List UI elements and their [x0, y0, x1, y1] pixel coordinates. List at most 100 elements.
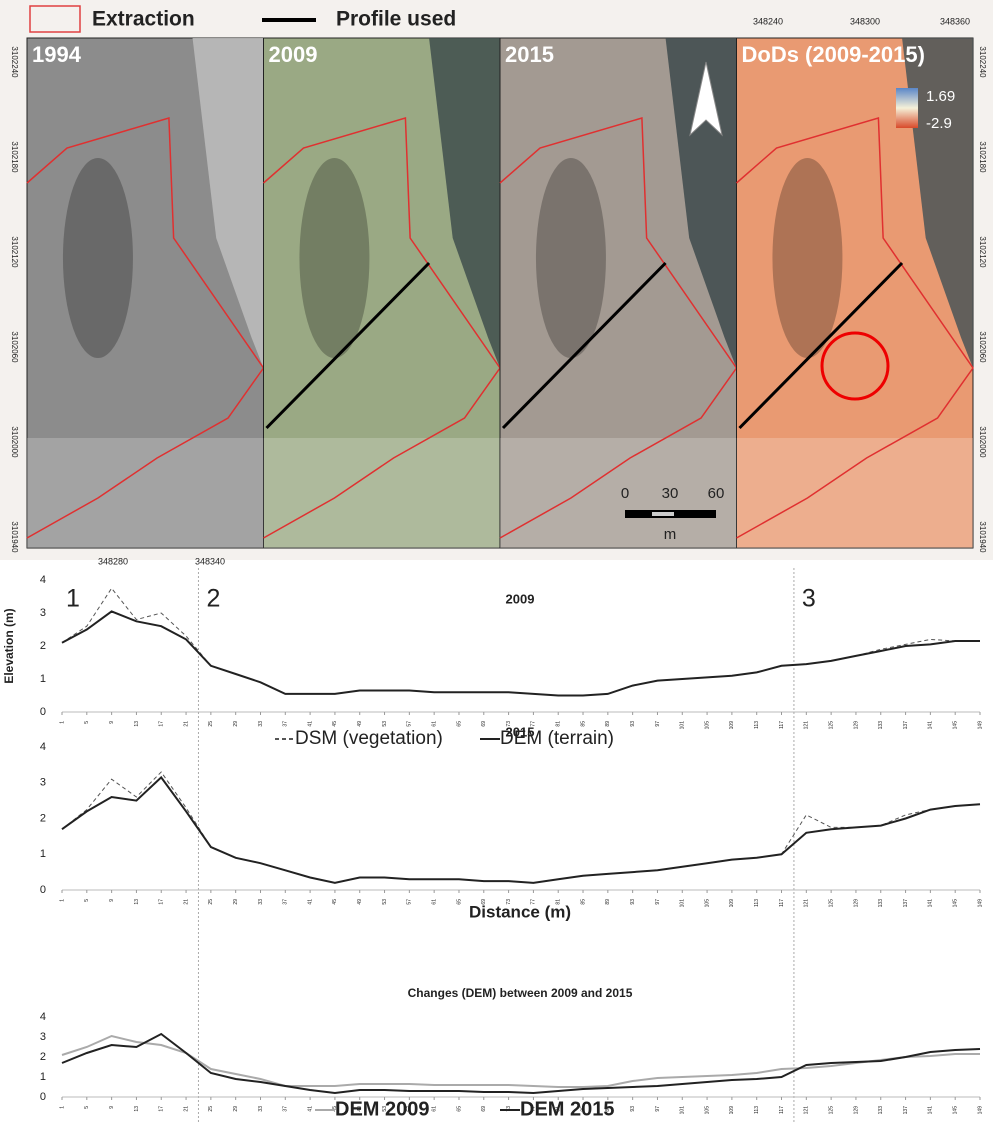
x-tick-label: 9 — [109, 721, 115, 724]
legend-profile: Profile used — [336, 8, 456, 31]
x-tick-label: 57 — [407, 721, 413, 727]
x-tick-label: 129 — [853, 899, 859, 908]
annotation: 2 — [206, 585, 220, 613]
series-line — [62, 611, 980, 695]
x-tick-label: 113 — [754, 899, 760, 907]
panel-label: 1994 — [32, 42, 82, 67]
x-tick-label: 29 — [233, 721, 239, 727]
x-tick-label: 61 — [431, 1106, 437, 1112]
x-tick-label: 145 — [953, 899, 959, 908]
panel-label: DoDs (2009-2015) — [742, 42, 925, 67]
coord-bottom: 348280 — [98, 556, 128, 566]
x-tick-label: 93 — [630, 899, 636, 905]
legend-label: DEM 2009 — [335, 1098, 430, 1120]
x-tick-label: 53 — [382, 899, 388, 905]
x-tick-label: 113 — [754, 721, 760, 729]
x-tick-label: 149 — [977, 899, 983, 908]
beach — [737, 438, 974, 548]
x-tick-label: 49 — [357, 721, 363, 727]
panel-label: 2015 — [505, 42, 554, 67]
x-tick-label: 9 — [109, 899, 115, 902]
x-tick-label: 69 — [481, 721, 487, 727]
scale-bar-mid — [652, 512, 674, 516]
x-tick-label: 13 — [134, 899, 140, 905]
lagoon — [772, 158, 842, 358]
x-tick-label: 97 — [655, 1106, 661, 1112]
x-tick-label: 109 — [729, 721, 735, 730]
colorbar-max: 1.69 — [926, 88, 955, 105]
x-tick-label: 21 — [183, 721, 189, 727]
x-tick-label: 93 — [630, 721, 636, 727]
chart-title: 2009 — [506, 591, 535, 606]
x-tick-label: 65 — [456, 1106, 462, 1112]
colorbar — [896, 88, 918, 128]
x-axis-label: Distance (m) — [469, 902, 571, 921]
x-tick-label: 37 — [283, 721, 289, 727]
coord-top: 348360 — [940, 16, 970, 26]
x-tick-label: 57 — [407, 899, 413, 905]
y-tick-label: 0 — [40, 1091, 46, 1103]
x-tick-label: 9 — [109, 1106, 115, 1109]
x-tick-label: 89 — [605, 899, 611, 905]
x-tick-label: 117 — [779, 721, 785, 729]
y-tick-label: 1 — [40, 1071, 46, 1083]
y-tick-label: 4 — [40, 741, 46, 753]
coord-right: 3101940 — [978, 521, 987, 553]
coord-left: 3102120 — [10, 236, 19, 268]
series-line — [62, 1034, 980, 1093]
series-line — [62, 777, 980, 883]
x-tick-label: 125 — [828, 721, 834, 730]
coord-right: 3102120 — [978, 236, 987, 268]
x-tick-label: 121 — [804, 1106, 810, 1115]
x-tick-label: 1 — [59, 899, 65, 902]
x-tick-label: 5 — [84, 1106, 90, 1109]
x-tick-label: 141 — [928, 1106, 934, 1115]
x-tick-label: 121 — [804, 721, 810, 730]
beach — [500, 438, 737, 548]
scale-unit: m — [664, 526, 677, 543]
x-tick-label: 105 — [704, 899, 710, 908]
y-tick-label: 2 — [40, 640, 46, 652]
chart-title: Changes (DEM) between 2009 and 2015 — [408, 986, 633, 1000]
x-tick-label: 37 — [283, 1106, 289, 1112]
x-tick-label: 97 — [655, 721, 661, 727]
x-tick-label: 149 — [977, 721, 983, 730]
figure: Extraction Profile used 199420092015DoDs… — [0, 0, 993, 1124]
x-tick-label: 105 — [704, 721, 710, 730]
y-tick-label: 0 — [40, 706, 46, 718]
x-tick-label: 109 — [729, 899, 735, 908]
coord-top: 348240 — [753, 16, 783, 26]
x-tick-label: 117 — [779, 1106, 785, 1114]
coord-left: 3102180 — [10, 141, 19, 173]
x-tick-label: 121 — [804, 899, 810, 908]
x-tick-label: 65 — [456, 899, 462, 905]
x-tick-label: 129 — [853, 721, 859, 730]
x-tick-label: 33 — [258, 721, 264, 727]
coord-left: 3102240 — [10, 46, 19, 78]
x-tick-label: 133 — [878, 899, 884, 908]
scale-label: 0 — [621, 485, 629, 502]
x-tick-label: 17 — [159, 1106, 165, 1112]
lagoon — [299, 158, 369, 358]
coord-left: 3102060 — [10, 331, 19, 363]
coord-right: 3102180 — [978, 141, 987, 173]
y-tick-label: 1 — [40, 673, 46, 685]
x-tick-label: 141 — [928, 721, 934, 730]
x-tick-label: 145 — [953, 721, 959, 730]
x-tick-label: 29 — [233, 899, 239, 905]
x-tick-label: 129 — [853, 1106, 859, 1115]
x-tick-label: 93 — [630, 1106, 636, 1112]
coord-right: 3102240 — [978, 46, 987, 78]
x-tick-label: 17 — [159, 721, 165, 727]
annotation: 1 — [66, 585, 80, 613]
x-tick-label: 125 — [828, 1106, 834, 1115]
x-tick-label: 133 — [878, 1106, 884, 1115]
legend-extraction: Extraction — [92, 8, 195, 31]
x-tick-label: 137 — [903, 721, 909, 730]
x-tick-label: 125 — [828, 899, 834, 908]
y-tick-label: 2 — [40, 812, 46, 824]
beach — [264, 438, 501, 548]
x-tick-label: 49 — [357, 899, 363, 905]
x-tick-label: 17 — [159, 899, 165, 905]
x-tick-label: 41 — [307, 721, 313, 727]
